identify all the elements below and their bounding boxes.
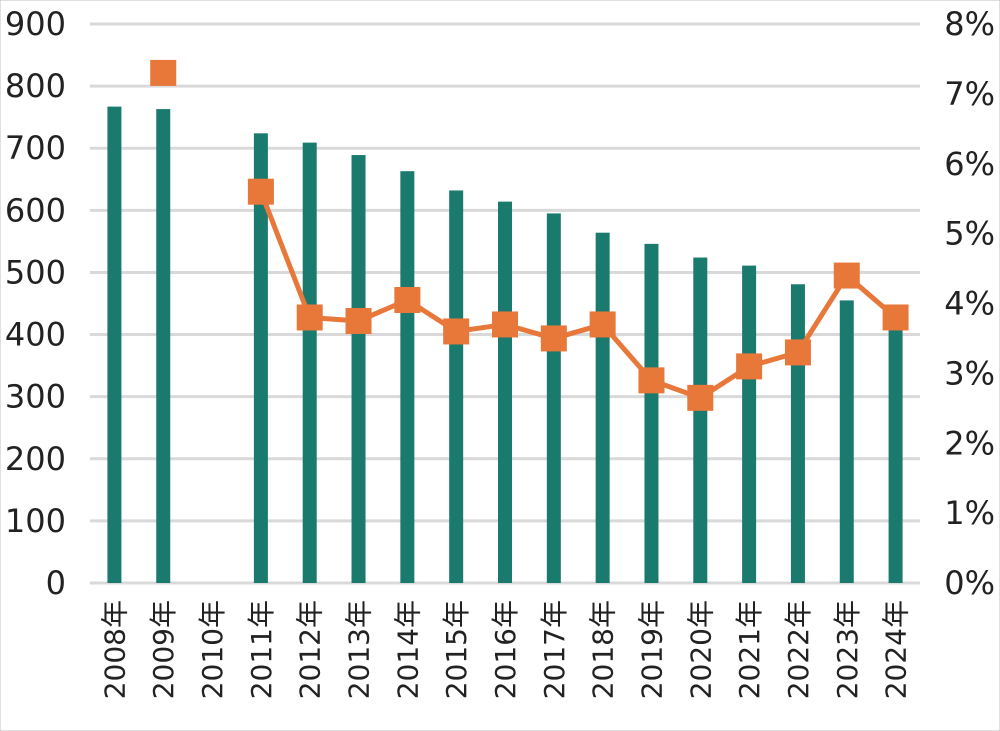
left-tick-label: 300 <box>5 378 66 416</box>
bar <box>595 232 610 583</box>
left-y-axis: 0 100 200 300 400 500 600 700 800 900 <box>5 5 66 602</box>
bar <box>107 106 122 583</box>
right-tick-label: 0% <box>944 564 995 602</box>
bar <box>400 171 415 583</box>
line-marker <box>492 311 518 338</box>
x-tick-label: 2019年 <box>635 600 668 699</box>
left-tick-label: 100 <box>5 502 66 540</box>
left-tick-label: 400 <box>5 316 66 354</box>
x-tick-label: 2009年 <box>147 600 180 699</box>
x-tick-label: 2024年 <box>880 600 913 699</box>
bar <box>693 257 708 583</box>
right-tick-label: 6% <box>944 145 995 183</box>
bar <box>156 109 171 583</box>
right-tick-label: 8% <box>944 5 995 43</box>
left-tick-label: 700 <box>5 129 66 167</box>
line-marker <box>345 307 372 334</box>
x-tick-label: 2017年 <box>538 600 571 699</box>
line-series <box>150 59 909 411</box>
bar <box>742 265 757 583</box>
line-marker <box>687 384 714 411</box>
right-tick-label: 5% <box>944 215 995 253</box>
x-tick-label: 2011年 <box>245 600 278 699</box>
x-tick-label: 2018年 <box>587 600 620 699</box>
line-marker <box>296 304 323 331</box>
bar <box>449 190 464 584</box>
x-tick-label: 2022年 <box>782 600 815 699</box>
x-tick-label: 2021年 <box>733 600 766 699</box>
right-tick-label: 1% <box>944 494 995 532</box>
line-marker <box>247 178 274 205</box>
line-marker <box>882 304 909 331</box>
x-tick-label: 2016年 <box>489 600 522 699</box>
bar <box>546 213 561 583</box>
left-tick-label: 200 <box>5 440 66 478</box>
line-marker <box>443 318 470 345</box>
x-tick-label: 2012年 <box>294 600 327 699</box>
bar <box>790 284 805 583</box>
right-tick-label: 7% <box>944 75 995 113</box>
bar <box>253 133 268 583</box>
x-tick-label: 2020年 <box>684 600 717 699</box>
line-marker <box>736 353 763 380</box>
line-marker <box>394 287 421 314</box>
bar <box>498 201 512 584</box>
bar <box>351 155 366 583</box>
right-tick-label: 4% <box>944 285 995 323</box>
line-marker <box>638 367 665 394</box>
line-marker <box>833 262 860 289</box>
bar-series <box>107 106 903 584</box>
x-tick-label: 2010年 <box>196 600 229 699</box>
x-tick-label: 2023年 <box>831 600 864 699</box>
x-tick-label: 2015年 <box>440 600 473 699</box>
x-tick-label: 2013年 <box>343 600 376 699</box>
left-tick-label: 800 <box>5 67 66 105</box>
bar <box>302 142 317 584</box>
right-y-axis: 0% 1% 2% 3% 4% 5% 6% 7% 8% <box>944 5 995 602</box>
line-marker <box>150 59 177 86</box>
left-tick-label: 900 <box>5 5 66 43</box>
line-marker <box>784 339 811 366</box>
bar <box>888 315 903 583</box>
right-tick-label: 2% <box>944 424 995 462</box>
x-tick-label: 2014年 <box>391 600 424 699</box>
left-tick-label: 500 <box>5 253 66 291</box>
left-tick-label: 0 <box>46 564 66 602</box>
bar <box>839 300 854 583</box>
line-marker <box>589 311 616 338</box>
line-marker <box>540 325 567 352</box>
x-tick-label: 2008年 <box>98 600 131 699</box>
bar <box>644 243 659 583</box>
x-axis: 2008年 2009年 2010年 2011年 2012年 2013年 2014年 2015年… <box>98 600 912 699</box>
right-tick-label: 3% <box>944 354 995 392</box>
left-tick-label: 600 <box>5 191 66 229</box>
